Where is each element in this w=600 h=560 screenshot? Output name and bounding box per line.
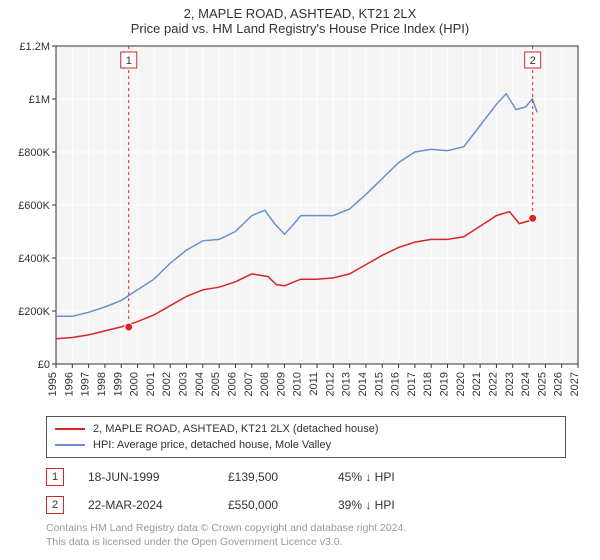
tx-delta-2: 39% ↓ HPI [338,498,458,512]
svg-text:2012: 2012 [324,372,336,396]
svg-text:2008: 2008 [259,372,271,396]
svg-text:2015: 2015 [373,372,385,396]
svg-text:2017: 2017 [406,372,418,396]
transaction-row-1: 1 18-JUN-1999 £139,500 45% ↓ HPI [46,466,566,488]
svg-text:2009: 2009 [275,372,287,396]
svg-text:1999: 1999 [112,372,124,396]
svg-text:2004: 2004 [194,372,206,396]
svg-text:2011: 2011 [308,372,320,396]
svg-text:2018: 2018 [422,372,434,396]
legend-label-2: HPI: Average price, detached house, Mole… [93,439,331,451]
svg-text:2023: 2023 [504,372,516,396]
svg-text:2021: 2021 [471,372,483,396]
tx-price-1: £139,500 [228,470,338,484]
svg-text:2024: 2024 [520,372,532,396]
tx-date-2: 22-MAR-2024 [88,498,228,512]
svg-text:£800K: £800K [18,147,50,159]
svg-text:2001: 2001 [145,372,157,396]
svg-text:2010: 2010 [292,372,304,396]
title-address: 2, MAPLE ROAD, ASHTEAD, KT21 2LX [0,6,600,21]
legend-row-2: HPI: Average price, detached house, Mole… [55,437,557,453]
legend: 2, MAPLE ROAD, ASHTEAD, KT21 2LX (detach… [46,416,566,458]
svg-text:£200K: £200K [18,306,50,318]
footer: Contains HM Land Registry data © Crown c… [46,522,600,549]
svg-text:2020: 2020 [455,372,467,396]
root: 2, MAPLE ROAD, ASHTEAD, KT21 2LX Price p… [0,0,600,560]
tx-date-1: 18-JUN-1999 [88,470,228,484]
svg-text:2002: 2002 [161,372,173,396]
legend-row-1: 2, MAPLE ROAD, ASHTEAD, KT21 2LX (detach… [55,421,557,437]
svg-text:1996: 1996 [63,372,75,396]
footer-line-2: This data is licensed under the Open Gov… [46,536,600,550]
svg-text:2013: 2013 [341,372,353,396]
svg-text:2027: 2027 [569,372,581,396]
svg-text:2016: 2016 [390,372,402,396]
footer-line-1: Contains HM Land Registry data © Crown c… [46,522,600,536]
chart-svg: £0 £200K £400K £600K £800K £1M £1.2M 1995 1996 19… [10,36,590,416]
svg-text:£1M: £1M [29,94,50,106]
svg-text:£600K: £600K [18,200,50,212]
svg-text:2025: 2025 [536,372,548,396]
tx-price-2: £550,000 [228,498,338,512]
svg-text:2026: 2026 [553,372,565,396]
svg-text:2000: 2000 [129,372,141,396]
svg-text:2007: 2007 [243,372,255,396]
svg-text:2014: 2014 [357,372,369,396]
legend-swatch-2 [55,444,85,446]
svg-text:£1.2M: £1.2M [19,41,50,53]
tx-delta-1: 45% ↓ HPI [338,470,458,484]
svg-text:£400K: £400K [18,253,50,265]
svg-text:£0: £0 [38,359,50,371]
marker-2: 2 [46,496,64,514]
svg-text:1: 1 [126,55,132,67]
svg-text:1997: 1997 [80,372,92,396]
svg-text:2003: 2003 [178,372,190,396]
marker-1: 1 [46,468,64,486]
title-subtitle: Price paid vs. HM Land Registry's House … [0,21,600,36]
svg-text:2005: 2005 [210,372,222,396]
svg-text:2022: 2022 [487,372,499,396]
legend-label-1: 2, MAPLE ROAD, ASHTEAD, KT21 2LX (detach… [93,423,379,435]
svg-text:2019: 2019 [439,372,451,396]
svg-text:2: 2 [530,55,536,67]
chart: £0 £200K £400K £600K £800K £1M £1.2M 1995 1996 19… [10,36,590,416]
legend-swatch-1 [55,428,85,430]
transactions: 1 18-JUN-1999 £139,500 45% ↓ HPI 2 22-MA… [46,466,566,516]
svg-text:1995: 1995 [47,372,59,396]
svg-text:2006: 2006 [226,372,238,396]
transaction-row-2: 2 22-MAR-2024 £550,000 39% ↓ HPI [46,494,566,516]
svg-text:1998: 1998 [96,372,108,396]
